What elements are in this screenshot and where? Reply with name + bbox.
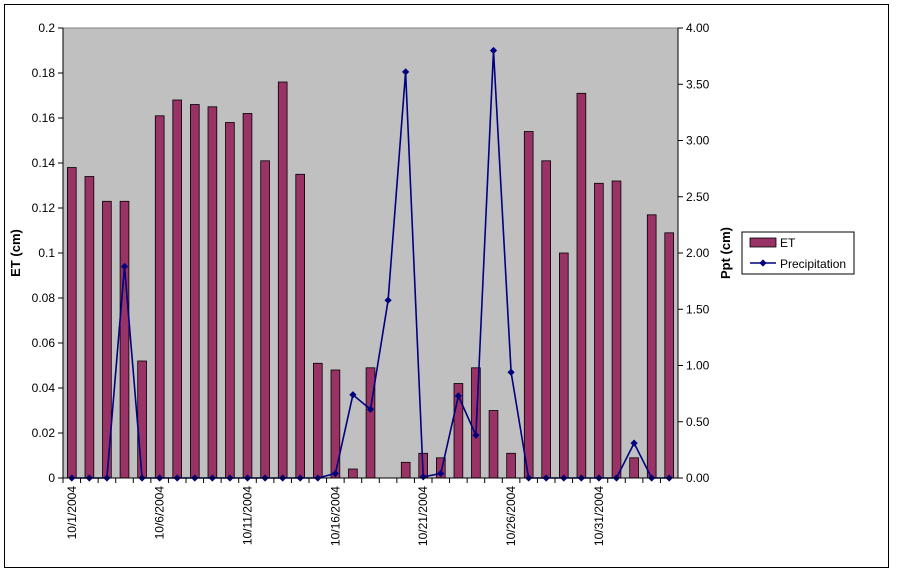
- et-bar: [67, 167, 77, 479]
- et-bar: [172, 99, 183, 479]
- precipitation-point: [472, 431, 480, 439]
- y2-tick-label: 3.00: [686, 134, 710, 148]
- precipitation-point: [366, 405, 375, 413]
- precipitation-point: [437, 469, 445, 478]
- et-bar: [207, 106, 218, 479]
- et-bar: [84, 176, 95, 479]
- et-bar: [506, 452, 516, 479]
- y-tick-label: 0.16: [32, 111, 56, 125]
- et-bar: [365, 367, 376, 479]
- y-tick-label: 0.2: [38, 21, 55, 35]
- y2-tick-label: 4.00: [686, 21, 710, 35]
- y-tick-label: 0.12: [32, 201, 56, 215]
- y-tick-label: 0.14: [32, 156, 56, 170]
- y-tick-label: 0.06: [32, 336, 56, 350]
- precipitation-point: [402, 68, 410, 76]
- et-bar: [137, 360, 147, 479]
- et-bar: [119, 200, 130, 479]
- et-bar: [242, 113, 253, 479]
- y2-tick-label: 0.00: [686, 471, 710, 485]
- et-bar: [277, 81, 288, 479]
- y2-tick-label: 2.00: [686, 246, 710, 260]
- precipitation-point: [120, 262, 129, 271]
- et-bar: [646, 214, 657, 479]
- x-tick-label: 10/6/2004: [153, 486, 167, 540]
- y-axis-title: ET (cm): [8, 229, 23, 277]
- et-bar: [523, 131, 534, 479]
- et-bar: [629, 457, 639, 479]
- legend-label-et: ET: [780, 236, 796, 250]
- precipitation-point: [630, 439, 638, 447]
- y2-tick-label: 0.50: [686, 415, 710, 429]
- x-tick-label: 10/11/2004: [241, 486, 255, 545]
- et-bar: [189, 104, 200, 479]
- precipitation-point: [489, 46, 498, 55]
- et-bar: [594, 182, 604, 479]
- precipitation-point: [331, 469, 339, 478]
- et-bar: [611, 180, 622, 479]
- et-bar: [400, 461, 411, 479]
- precipitation-point: [454, 392, 462, 400]
- y-tick-label: 0.1: [38, 246, 55, 260]
- y2-tick-label: 3.50: [686, 77, 710, 91]
- y-tick-label: 0.04: [32, 381, 56, 395]
- et-bar: [154, 115, 165, 479]
- et-bar: [348, 468, 358, 479]
- y2-tick-label: 1.50: [686, 302, 710, 316]
- precipitation-point: [507, 368, 515, 376]
- x-tick-label: 10/21/2004: [416, 486, 430, 546]
- et-bar: [541, 160, 551, 479]
- et-bar: [312, 362, 323, 479]
- et-bar: [225, 122, 235, 479]
- legend-label-precipitation: Precipitation: [780, 257, 846, 271]
- y2-tick-label: 1.00: [686, 359, 710, 373]
- precipitation-point: [419, 473, 427, 481]
- legend: ET Precipitation: [741, 231, 855, 275]
- precipitation-point: [349, 391, 357, 399]
- et-bar: [664, 232, 674, 479]
- y-tick-label: 0.18: [32, 66, 56, 80]
- x-tick-label: 10/16/2004: [328, 486, 342, 546]
- legend-swatch-et: [749, 237, 777, 248]
- y-tick-label: 0.08: [32, 291, 56, 305]
- et-bar: [576, 92, 587, 479]
- y2-tick-label: 2.50: [686, 190, 710, 204]
- x-tick-label: 10/31/2004: [592, 486, 606, 546]
- x-tick-label: 10/26/2004: [504, 486, 518, 546]
- legend-marker-precipitation: [759, 259, 767, 267]
- et-bar: [295, 173, 305, 479]
- et-bar: [559, 252, 569, 479]
- et-bar: [260, 160, 270, 479]
- x-tick-label: 10/1/2004: [65, 486, 79, 540]
- precipitation-point: [384, 296, 392, 304]
- et-bar: [488, 410, 499, 479]
- y-tick-label: 0: [48, 471, 55, 485]
- y-tick-label: 0.02: [32, 426, 56, 440]
- y2-axis-title: Ppt (cm): [718, 227, 733, 279]
